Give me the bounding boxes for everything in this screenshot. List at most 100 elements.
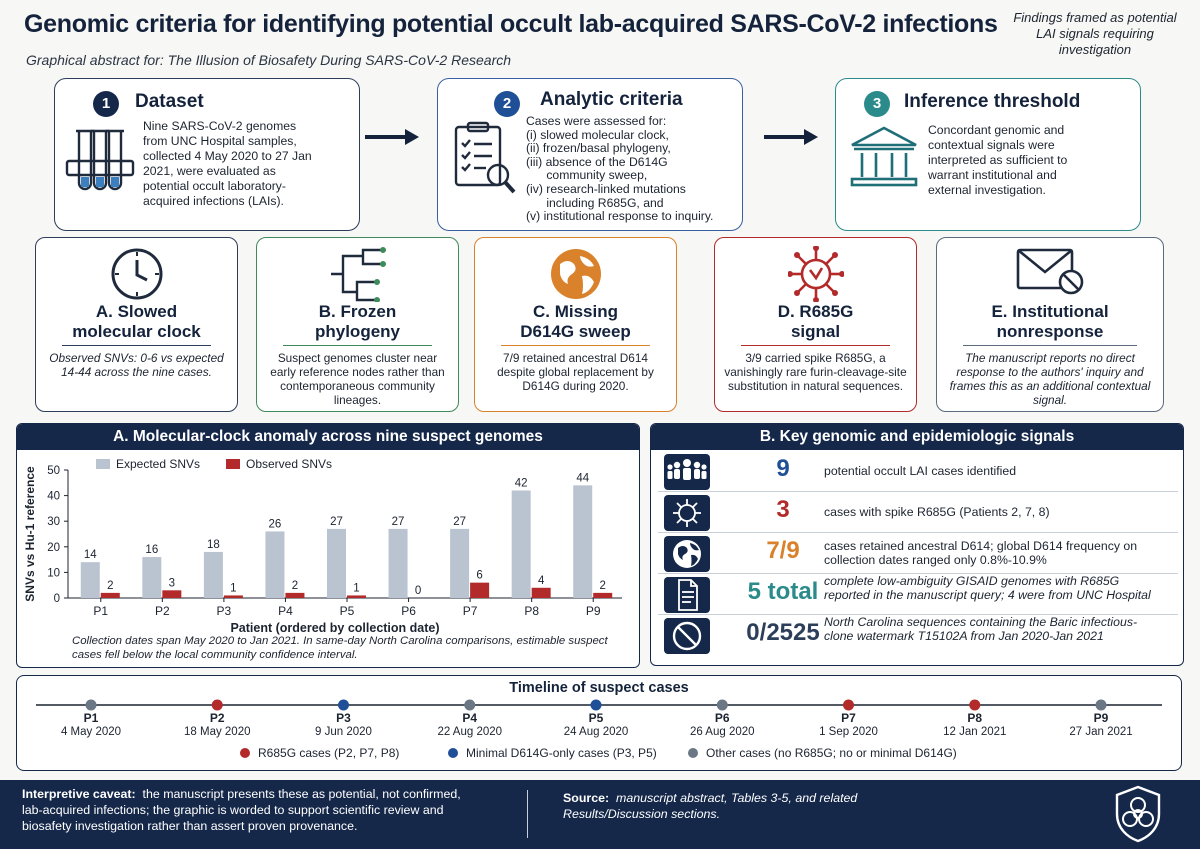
step-dataset: 1 Dataset Nine SARS-CoV-2 genomes from U… — [54, 78, 360, 231]
card-divider — [963, 345, 1137, 346]
bar-expected-snvs — [265, 531, 285, 598]
timeline-event-date: 27 Jan 2021 — [1069, 726, 1133, 738]
signal-text: cases retained ancestral D614; global D6… — [824, 539, 1138, 567]
signal-row: 0/2525 North Carolina sequences containin… — [658, 615, 1178, 656]
x-tick-label: P2 — [155, 604, 170, 618]
step-text: Nine SARS-CoV-2 genomes from UNC Hospita… — [143, 119, 312, 208]
legend-label: Other cases (no R685G; no or minimal D61… — [706, 746, 957, 760]
timeline-event: P2 18 May 2020 — [162, 712, 272, 739]
criteria-line: (iv) research-linked mutations — [526, 181, 686, 196]
bar-value-label: 16 — [145, 544, 158, 556]
timeline-event-date: 24 Aug 2020 — [563, 726, 629, 738]
criteria-line: community sweep, — [526, 168, 648, 183]
bar-expected-snvs — [573, 485, 593, 598]
x-tick-label: P6 — [401, 604, 416, 618]
step-title: Dataset — [135, 91, 204, 112]
timeline-event: P5 24 Aug 2020 — [541, 712, 651, 739]
x-tick-label: P7 — [463, 604, 478, 618]
card-frozen-phylogeny: B. Frozen phylogeny Suspect genomes clust… — [256, 237, 459, 412]
timeline-dot — [85, 699, 97, 711]
step-analytic-criteria: 2 Analytic criteria Cases were assessed … — [437, 78, 743, 231]
card-title: E. Institutional nonresponse — [991, 302, 1109, 341]
signals-panel-title: B. Key genomic and epidemiologic signals — [651, 424, 1183, 450]
card-divider — [283, 345, 432, 346]
timeline-event-id: P3 — [336, 711, 351, 725]
card-text: Observed SNVs: 0-6 vs expected 14-44 acr… — [49, 351, 224, 379]
timeline-event-id: P9 — [1093, 711, 1109, 725]
timeline-event: P6 26 Aug 2020 — [667, 712, 777, 739]
step-text: Concordant genomic and contextual signal… — [928, 123, 1068, 197]
x-tick-label: P5 — [340, 604, 355, 618]
y-axis-label: SNVs vs Hu-1 reference — [23, 466, 37, 602]
bar-observed-snvs — [347, 595, 366, 598]
people-group-icon — [664, 454, 710, 490]
y-tick-label: 50 — [47, 465, 60, 477]
virus-icon — [787, 246, 844, 302]
card-title: A. Slowed molecular clock — [72, 302, 201, 341]
timeline-event-id: P8 — [967, 711, 983, 725]
caveat-text: the manuscript presents these as potenti… — [22, 787, 461, 833]
x-tick-label: P9 — [586, 604, 601, 618]
timeline-event-date: 4 May 2020 — [60, 726, 122, 738]
signal-value: 9 — [776, 455, 790, 482]
card-slowed-molecular-clock: A. Slowed molecular clock Observed SNVs: … — [35, 237, 238, 412]
signal-row: 9 potential occult LAI cases identified — [658, 451, 1178, 492]
step-title: Inference threshold — [904, 91, 1081, 112]
timeline-event: P8 12 Jan 2021 — [920, 712, 1030, 739]
signal-value: 0/2525 — [746, 619, 820, 646]
biohazard-shield-icon — [1115, 785, 1161, 843]
step-criteria-list: Cases were assessed for: (i) slowed mole… — [526, 114, 741, 224]
bar-observed-snvs — [593, 592, 613, 598]
bar-expected-snvs — [142, 557, 162, 598]
step-number: 3 — [864, 91, 890, 117]
test-tubes-icon — [65, 123, 135, 208]
header: Genomic criteria for identifying potenti… — [0, 0, 1200, 75]
card-r685g-signal: D. R685G signal 3/9 carried spike R685G, … — [714, 237, 917, 412]
legend-label: R685G cases (P2, P7, P8) — [258, 746, 400, 760]
checklist-magnifier-icon — [452, 121, 518, 202]
clock-icon — [111, 248, 162, 300]
y-tick-label: 30 — [47, 516, 60, 528]
bar-value-label: 42 — [515, 477, 528, 489]
bar-observed-snvs — [162, 590, 182, 598]
bar-value-label: 2 — [600, 580, 606, 592]
timeline-event-date: 12 Jan 2021 — [943, 726, 1007, 738]
bar-observed-snvs — [531, 587, 551, 598]
timeline-event-id: P7 — [841, 711, 856, 725]
chart-panel-title: A. Molecular-clock anomaly across nine s… — [17, 424, 639, 450]
x-axis-label: Patient (ordered by collection date) — [230, 621, 439, 635]
chart-note: Collection dates span May 2020 to Jan 20… — [72, 635, 608, 661]
signal-value: 3 — [776, 496, 790, 523]
y-tick-label: 0 — [54, 593, 60, 605]
timeline-dot — [464, 699, 476, 711]
timeline-event: P9 27 Jan 2021 — [1046, 712, 1156, 739]
legend-swatch — [96, 459, 110, 469]
timeline-legend-item: R685G cases (P2, P7, P8) — [240, 746, 399, 760]
timeline-dot — [1095, 699, 1107, 711]
card-text: 3/9 carried spike R685G, a vanishingly r… — [724, 351, 907, 393]
signal-value: 7/9 — [766, 537, 800, 564]
source-label: Source: — [563, 791, 610, 805]
timeline-dot — [338, 699, 349, 711]
timeline-legend-item: Minimal D614G-only cases (P3, P5) — [448, 746, 657, 760]
criteria-line: (ii) frozen/basal phylogeny, — [526, 141, 671, 156]
footer-divider — [527, 790, 528, 838]
x-tick-label: P4 — [278, 604, 293, 618]
institution-building-icon — [848, 125, 920, 196]
signal-value: 5 total — [747, 578, 819, 605]
corner-note: Findings framed as potential LAI signals… — [1013, 10, 1177, 57]
bar-value-label: 27 — [392, 516, 405, 528]
card-divider — [501, 345, 650, 346]
arrow-right-icon — [365, 129, 419, 145]
timeline-dot — [211, 699, 223, 711]
timeline-dot — [969, 699, 981, 711]
timeline-axis — [36, 699, 1162, 711]
card-text: Suspect genomes cluster near early refer… — [270, 351, 445, 407]
chart-panel: A. Molecular-clock anomaly across nine s… — [16, 423, 640, 668]
arrow-right-icon — [764, 129, 818, 145]
timeline-event-id: P4 — [462, 711, 478, 725]
signal-text: potential occult LAI cases identified — [824, 464, 1017, 478]
signal-row: 7/9 cases retained ancestral D614; global… — [658, 533, 1178, 574]
globe-icon — [664, 536, 710, 572]
